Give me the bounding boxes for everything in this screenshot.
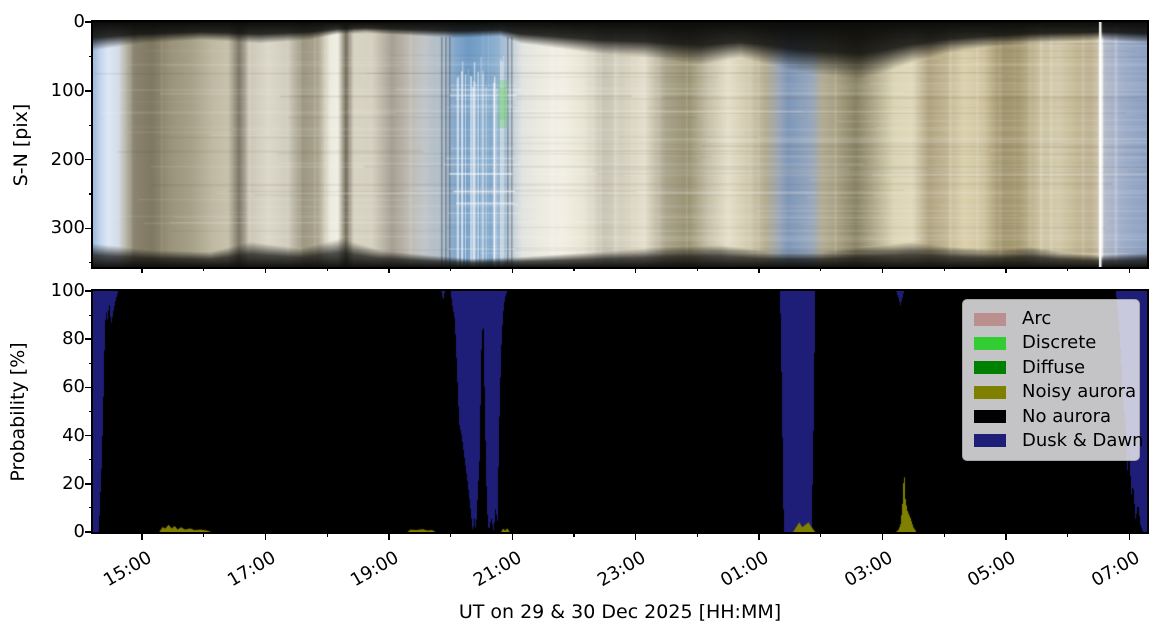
legend-item-discrete: Discrete [974,333,1131,353]
keogram-y-tick-label: 100 [50,79,85,101]
keogram-y-major-tick [85,158,93,161]
prob-y-minor-tick [88,314,93,316]
prob-y-major-tick [85,386,93,389]
keogram-y-minor-tick [88,193,93,195]
x-minor-tick-top-panel [943,267,945,271]
prob-y-tick-label: 0 [73,521,85,542]
legend-label: No aurora [1022,405,1112,427]
prob-y-major-tick [85,531,93,533]
x-major-tick [141,532,143,540]
prob-y-major-tick [85,483,93,485]
x-tick-label: 01:00 [717,547,773,592]
x-major-tick [881,532,884,540]
legend-label: Noisy aurora [1022,381,1137,403]
keogram-image [93,22,1147,267]
legend-item-no-aurora: No aurora [974,405,1131,427]
x-tick-label: 17:00 [223,547,279,592]
x-major-tick [1128,532,1131,540]
x-tick-label: 03:00 [840,547,897,592]
x-major-tick-top-panel [634,267,637,273]
prob-y-major-tick [85,290,93,292]
x-minor-tick [943,532,945,537]
legend-item-arc: Arc [974,309,1131,329]
x-major-tick [264,532,267,540]
legend-item-diffuse: Diffuse [974,356,1131,378]
prob-y-tick-label: 80 [62,328,85,350]
prob-y-tick-label: 20 [62,472,85,494]
keogram-y-minor-tick [88,262,93,264]
prob-y-major-tick [85,434,93,437]
x-minor-tick [820,532,822,537]
x-minor-tick [696,532,698,537]
x-major-tick [511,532,514,540]
keogram-y-major-tick [85,227,93,230]
prob-y-minor-tick [88,410,93,413]
legend-swatch [974,385,1006,399]
x-major-tick [634,532,637,540]
x-minor-tick [449,532,452,537]
x-minor-tick-top-panel [326,267,328,271]
x-major-tick-top-panel [1128,267,1131,273]
legend-item-noisy-aurora: Noisy aurora [974,382,1136,402]
x-major-tick-top-panel [388,267,390,273]
x-minor-tick-top-panel [449,267,452,271]
legend-label: Dusk & Dawn [1022,429,1144,451]
prob-y-tick-label: 60 [62,376,85,398]
keogram-y-tick-label: 200 [50,148,85,170]
legend-item-dusk-dawn: Dusk & Dawn [974,430,1144,451]
legend-swatch [974,434,1006,448]
x-minor-tick [326,532,328,537]
x-minor-tick [1067,532,1069,537]
x-minor-tick-top-panel [203,267,205,271]
prob-y-minor-tick [88,507,93,509]
keogram-ylabel: S-N [pix] [10,103,32,187]
prob-y-minor-tick [88,459,93,461]
prob-y-minor-tick [88,362,93,364]
x-major-tick-top-panel [511,267,514,273]
x-tick-label: 15:00 [100,547,156,592]
probability-ylabel: Probability [%] [7,342,29,482]
x-minor-tick-top-panel [573,267,575,271]
prob-y-tick-label: 40 [62,424,85,446]
legend-label: Diffuse [1022,356,1086,378]
keogram-y-tick-label: 300 [50,217,85,239]
x-tick-label: 23:00 [593,547,650,592]
x-major-tick [388,532,390,540]
x-minor-tick-top-panel [1067,267,1069,271]
legend-swatch [974,336,1006,350]
x-minor-tick-top-panel [820,267,822,271]
keogram-y-minor-tick [88,55,93,57]
x-major-tick-top-panel [881,267,884,273]
x-tick-label: 21:00 [470,547,526,592]
legend-label: Discrete [1022,332,1097,354]
x-major-tick [1005,532,1007,540]
x-major-tick-top-panel [264,267,267,273]
legend-label: Arc [1022,308,1052,329]
keogram-y-tick-label: 0 [73,11,85,32]
x-axis-label: UT on 29 & 30 Dec 2025 [HH:MM] [458,601,782,623]
keogram-y-minor-tick [88,124,93,126]
x-tick-label: 05:00 [964,547,1020,592]
legend-swatch [974,312,1006,326]
x-minor-tick [203,532,205,537]
legend: Arc Discrete Diffuse Noisy aurora No aurora D… [962,299,1144,461]
x-major-tick-top-panel [1005,267,1007,273]
x-minor-tick [573,532,575,537]
keogram-y-major-tick [85,21,93,23]
keogram-y-major-tick [85,90,93,92]
prob-y-tick-label: 100 [50,280,85,301]
legend-swatch [974,410,1006,424]
x-tick-label: 19:00 [346,547,403,592]
x-major-tick-top-panel [141,267,143,273]
x-major-tick-top-panel [758,267,760,273]
prob-y-major-tick [85,338,93,340]
x-tick-label: 07:00 [1087,547,1143,592]
x-minor-tick-top-panel [696,267,698,271]
legend-swatch [974,361,1006,375]
x-major-tick [758,532,760,540]
